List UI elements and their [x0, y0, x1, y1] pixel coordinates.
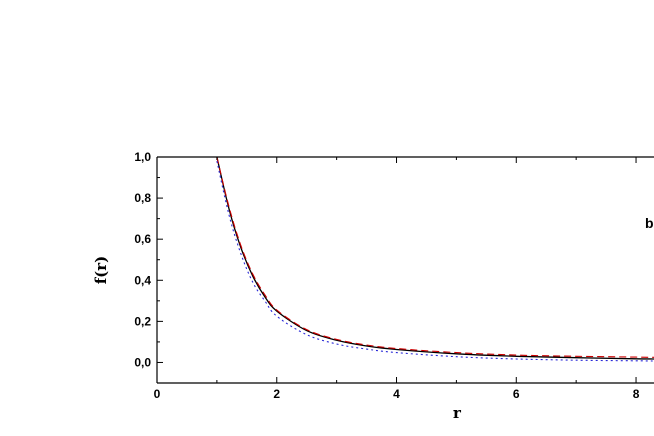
x-tick-label: 6: [513, 387, 520, 401]
y-tick-label: 1,0: [134, 150, 151, 164]
y-tick-label: 0,0: [134, 355, 151, 369]
x-tick-label: 4: [393, 387, 400, 401]
axes-layer: 0 2 4 6 8 0,0 0,2 0,4 0,6 0,8 1,0: [134, 150, 654, 401]
series-line-1: [216, 156, 654, 360]
y-axis-label: f(r): [92, 256, 110, 285]
series-layer: [216, 156, 654, 362]
y-tick-label: 0,6: [134, 232, 151, 246]
y-tick-label: 0,8: [134, 191, 151, 205]
y-tick-label: 0,2: [134, 314, 151, 328]
x-axis-label: r: [453, 404, 462, 422]
x-tick-label: 8: [633, 387, 640, 401]
series-line-3: [216, 160, 654, 362]
x-tick-label: 2: [273, 387, 280, 401]
series-line-2: [216, 156, 654, 358]
x-tick-label: 0: [154, 387, 161, 401]
y-tick-label: 0,4: [134, 273, 151, 287]
panel-label: b: [645, 215, 654, 231]
